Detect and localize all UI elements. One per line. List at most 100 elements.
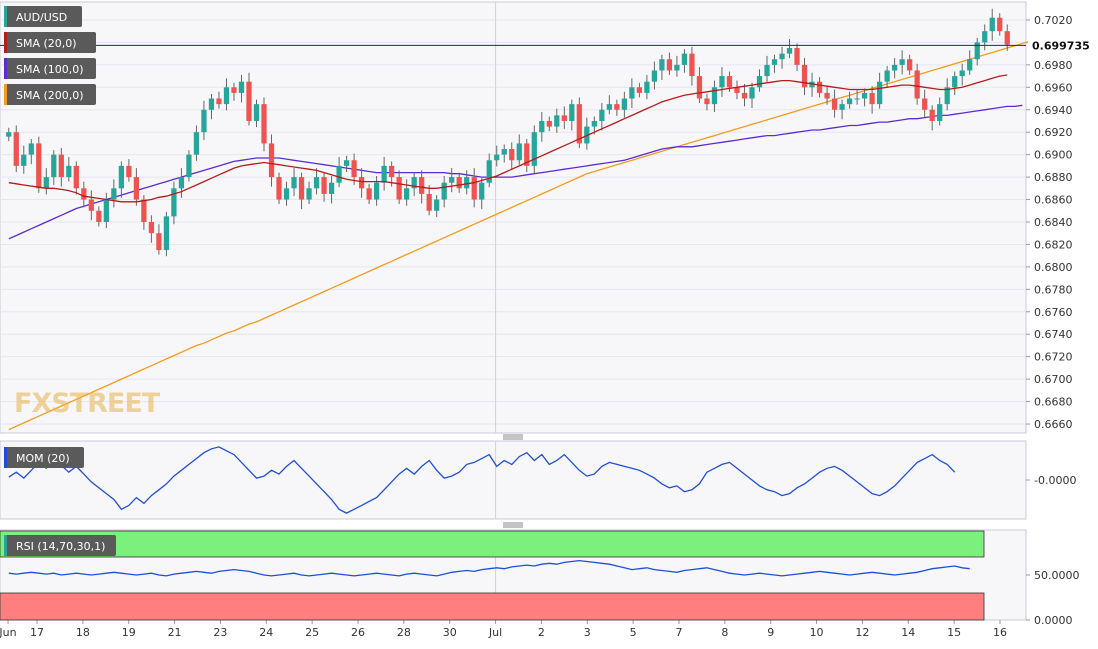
candle-body: [816, 81, 823, 93]
x-tick-label: 28: [397, 626, 411, 639]
rsi-tick-label: 50.0000: [1034, 569, 1080, 582]
price-tick-label: 0.6900: [1034, 149, 1073, 162]
bullish-candle: [411, 172, 417, 197]
bullish-candle: [861, 88, 868, 107]
momentum-legend[interactable]: MOM (20): [4, 447, 84, 468]
bullish-candle: [253, 99, 260, 128]
x-tick-label: 19: [122, 626, 136, 639]
candle-body: [36, 143, 42, 189]
bearish-candle: [509, 142, 515, 170]
bullish-candle: [178, 168, 185, 198]
legend-item[interactable]: SMA (200,0): [4, 84, 96, 105]
price-tick-label: 0.6660: [1034, 418, 1073, 431]
legend-item[interactable]: SMA (20,0): [4, 32, 96, 53]
candle-body: [726, 76, 733, 88]
legend-box: [4, 6, 82, 27]
bearish-candle: [546, 116, 552, 132]
price-tick-label: 0.6940: [1034, 104, 1073, 117]
candle-body: [156, 233, 162, 251]
candle-body: [704, 98, 710, 105]
bullish-candle: [283, 181, 290, 206]
bullish-candle: [884, 65, 890, 88]
bullish-candle: [486, 153, 492, 188]
candle-body: [434, 199, 440, 211]
candle-body: [351, 160, 357, 178]
bearish-candle: [216, 91, 222, 109]
candle-body: [771, 59, 778, 65]
candle-body: [629, 87, 635, 99]
bearish-candle: [704, 94, 710, 111]
price-tick-label: 0.6960: [1034, 81, 1073, 94]
candle-body: [892, 64, 898, 71]
candle-body: [689, 53, 695, 77]
candle-body: [509, 149, 515, 161]
bearish-candle: [268, 134, 275, 187]
bearish-candle: [231, 82, 237, 101]
x-tick-label: 17: [30, 626, 44, 639]
candle-body: [373, 182, 380, 200]
x-tick-label: 5: [630, 626, 637, 639]
candle-body: [328, 182, 335, 194]
candle-body: [614, 104, 620, 110]
candle-body: [171, 188, 177, 217]
bullish-candle: [28, 138, 34, 165]
bullish-candle: [449, 168, 455, 193]
candle-body: [982, 31, 988, 43]
candle-body: [216, 98, 222, 105]
x-tick-label: 18: [76, 626, 90, 639]
x-tick-label: 24: [259, 626, 273, 639]
rsi-y-axis: 50.0000 0.0000: [1026, 569, 1080, 627]
bearish-candle: [907, 54, 913, 75]
bullish-candle: [644, 74, 650, 100]
bullish-candle: [779, 46, 785, 69]
legend-item[interactable]: AUD/USD: [4, 6, 82, 27]
bearish-candle: [366, 183, 372, 205]
current-price-box: [1028, 37, 1094, 54]
momentum-y-axis: -0.0000: [1026, 474, 1076, 487]
bullish-candle: [591, 116, 597, 135]
candle-body: [569, 104, 575, 121]
candle-body: [734, 87, 740, 93]
bullish-candle: [569, 99, 575, 131]
bearish-candle: [13, 125, 19, 173]
candle-body: [944, 87, 950, 105]
bullish-candle: [223, 78, 230, 111]
bullish-candle: [539, 111, 545, 142]
legend-item[interactable]: SMA (100,0): [4, 58, 96, 79]
momentum-tick-label: -0.0000: [1034, 474, 1076, 487]
bullish-candle: [118, 161, 124, 198]
candle-body: [486, 160, 492, 183]
bearish-candle: [246, 72, 252, 126]
x-tick-label: 12: [855, 626, 869, 639]
bullish-candle: [719, 67, 725, 97]
rsi-legend[interactable]: RSI (14,70,30,1): [4, 535, 116, 556]
momentum-panel: [0, 440, 1027, 520]
bearish-candle: [148, 215, 155, 243]
bullish-candle: [306, 181, 312, 205]
bullish-candle: [621, 91, 627, 118]
bullish-candle: [516, 134, 522, 165]
candle-body: [283, 188, 290, 200]
candle-body: [6, 132, 12, 137]
bullish-candle: [531, 125, 537, 174]
bearish-candle: [426, 184, 432, 216]
candle-body: [651, 70, 658, 82]
bullish-candle: [554, 108, 560, 133]
bullish-candle: [43, 168, 49, 195]
bullish-candle: [208, 94, 215, 120]
sma-200-line: [8, 38, 1038, 431]
bearish-candle: [36, 136, 42, 193]
bullish-candle: [974, 37, 980, 66]
candle-body: [786, 48, 793, 54]
candle-body: [884, 70, 890, 82]
legend-label: AUD/USD: [16, 11, 67, 24]
bearish-candle: [126, 159, 132, 182]
x-tick-label: 25: [305, 626, 319, 639]
bullish-candle: [651, 61, 658, 90]
price-tick-label: 0.6840: [1034, 216, 1073, 229]
fxstreet-logo: FXSTREET: [14, 388, 161, 419]
candle-body: [561, 115, 567, 121]
x-axis: Jun 17 18 19 21 23 24 25 26 28 30 Jul 2 3 5 7 8 9 10 12 14 15…: [0, 2, 1007, 639]
